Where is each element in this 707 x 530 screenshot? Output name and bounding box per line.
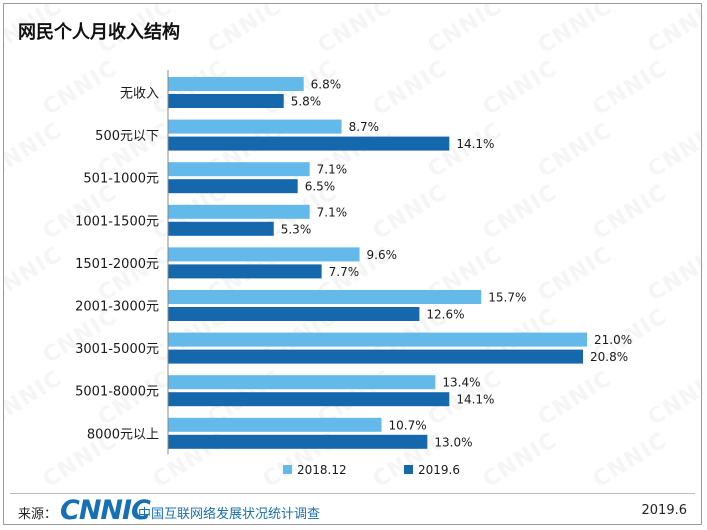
category-label: 500元以下 — [95, 129, 159, 144]
bar-value-label: 8.7% — [349, 120, 380, 134]
bar-2018-12 — [168, 375, 436, 390]
category-label: 501-1000元 — [83, 172, 159, 187]
bar-value-label: 10.7% — [388, 418, 426, 432]
bar-value-label: 5.3% — [281, 222, 312, 236]
category-label: 5001-8000元 — [75, 385, 159, 400]
bar-2018-12 — [168, 290, 482, 304]
bar-2019-6 — [168, 349, 584, 364]
bar-value-label: 13.0% — [434, 435, 472, 449]
bar-value-label: 12.6% — [426, 308, 464, 322]
bar-2018-12 — [168, 77, 304, 91]
bar-value-label: 7.1% — [317, 205, 348, 219]
chart-frame: CNNIC CNNIC CNNIC CNNIC CNNIC CNNIC CNNIC CNNIC… — [3, 3, 703, 526]
bar-2019-6 — [168, 392, 450, 407]
bar-2019-6 — [168, 221, 274, 236]
report-date: 2019.6 — [641, 503, 688, 518]
bar-2019-6 — [168, 136, 450, 151]
bar-value-label: 13.4% — [442, 376, 480, 390]
bar-2019-6 — [168, 264, 322, 279]
category-label: 3001-5000元 — [75, 342, 159, 357]
bar-value-label: 20.8% — [590, 350, 628, 364]
category-label: 1001-1500元 — [75, 214, 159, 229]
bar-2019-6 — [168, 434, 428, 449]
bar-2018-12 — [168, 247, 360, 262]
org-name: 中国互联网络发展状况统计调查 — [138, 507, 321, 522]
bar-value-label: 7.1% — [317, 163, 348, 177]
bar-2019-6 — [168, 179, 298, 194]
bar-value-label: 21.0% — [594, 333, 632, 347]
bar-value-label: 7.7% — [329, 265, 360, 279]
bar-2019-6 — [168, 307, 420, 321]
bar-value-label: 14.1% — [456, 137, 494, 151]
legend-swatch-2019-6 — [404, 465, 413, 474]
legend-label: 2018.12 — [297, 463, 347, 477]
bar-value-label: 6.8% — [311, 78, 342, 92]
bar-value-label: 15.7% — [488, 291, 526, 305]
legend-label: 2019.6 — [418, 463, 460, 477]
bar-2019-6 — [168, 94, 284, 108]
category-label: 8000元以上 — [87, 427, 159, 442]
bar-2018-12 — [168, 417, 382, 432]
bar-value-label: 6.5% — [305, 180, 336, 194]
bar-value-label: 5.8% — [291, 95, 322, 109]
legend-swatch-2018-12 — [283, 465, 292, 474]
bar-value-label: 14.1% — [456, 393, 494, 407]
footer-divider — [10, 493, 695, 494]
category-label: 2001-3000元 — [75, 300, 159, 315]
category-label: 1501-2000元 — [75, 257, 159, 272]
source-label: 来源： — [18, 507, 58, 522]
bar-value-label: 9.6% — [367, 248, 398, 262]
bar-2018-12 — [168, 162, 310, 177]
category-label: 无收入 — [120, 87, 159, 102]
cnnic-logo: CNNIC — [60, 495, 151, 526]
chart: 无收入 6.8% 5.8% 500元以下 8.7% 14.1% 501-1000元 7.1% 6… — [75, 70, 632, 477]
chart-title: 网民个人月收入结构 — [18, 22, 180, 43]
bar-2018-12 — [168, 204, 310, 219]
bar-2018-12 — [168, 119, 342, 134]
bar-2018-12 — [168, 332, 587, 347]
